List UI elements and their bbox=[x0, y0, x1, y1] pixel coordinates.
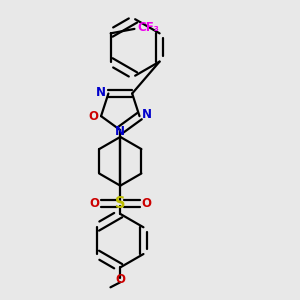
Text: O: O bbox=[115, 273, 125, 286]
Text: S: S bbox=[115, 196, 125, 211]
Text: O: O bbox=[88, 110, 99, 123]
Text: O: O bbox=[141, 197, 151, 210]
Text: N: N bbox=[96, 85, 106, 98]
Text: N: N bbox=[115, 125, 125, 138]
Text: N: N bbox=[142, 108, 152, 121]
Text: CF₃: CF₃ bbox=[137, 21, 159, 34]
Text: O: O bbox=[89, 197, 99, 210]
